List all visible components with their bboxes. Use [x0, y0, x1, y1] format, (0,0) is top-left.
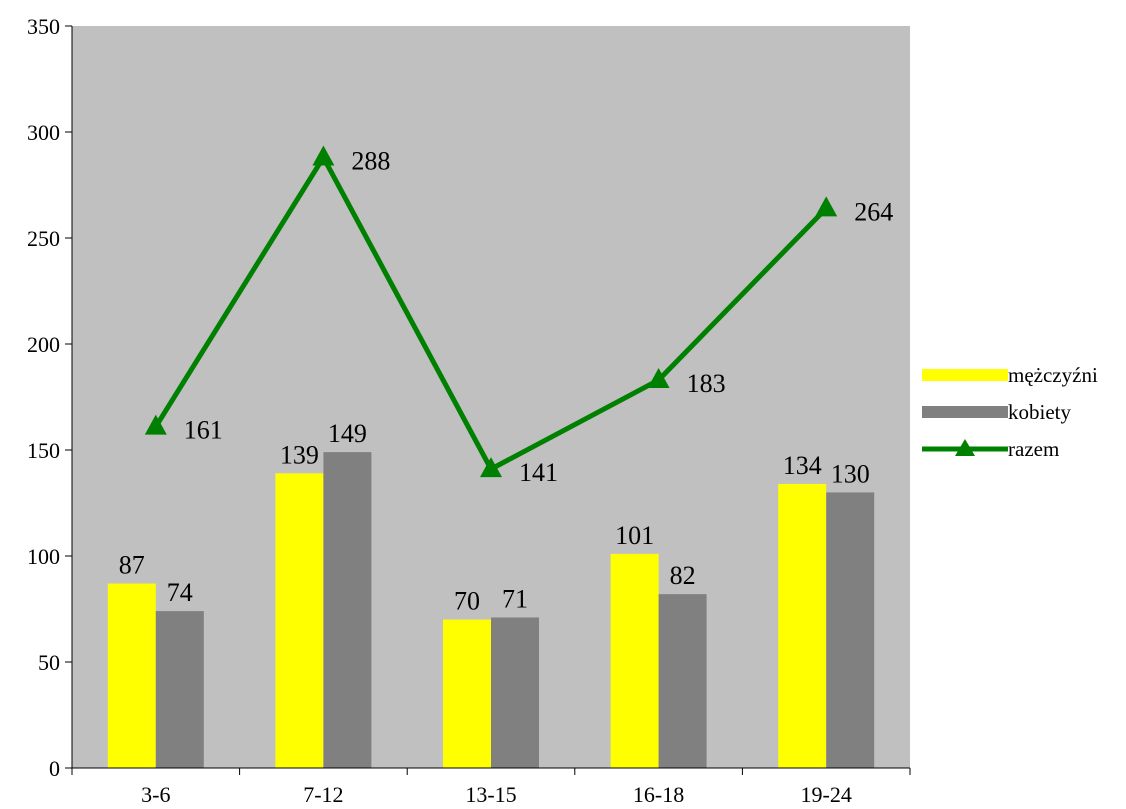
bar-value-label: 70	[454, 587, 480, 616]
bar-women-7-12	[323, 452, 372, 768]
total-value-label: 288	[351, 146, 390, 175]
bars	[107, 452, 875, 768]
bar-men-19-24	[778, 483, 827, 768]
legend-swatch-marker	[955, 439, 975, 456]
y-tick-label: 300	[27, 120, 60, 145]
total-marker-16-18	[647, 368, 670, 389]
legend-swatch-women	[922, 406, 1008, 418]
legend: mężczyźni kobiety razem	[922, 363, 1098, 461]
bar-women-3-6	[155, 611, 204, 768]
y-tick-label: 0	[49, 756, 60, 781]
data-labels: 87 74 139 149 70 71 101 82 134 130 161 288 141 183 264	[119, 146, 893, 615]
total-value-label: 141	[519, 458, 558, 487]
axes: 0 50 100 150 200 250 300 350 3-6 7-12 13-15 16-18 19…	[27, 14, 911, 807]
y-tick-label: 150	[27, 438, 60, 463]
bar-value-label: 74	[167, 578, 193, 607]
legend-label: mężczyźni	[1008, 363, 1098, 387]
total-marker-19-24	[815, 196, 838, 217]
total-value-label: 183	[687, 369, 726, 398]
bar-value-label: 82	[670, 561, 696, 590]
bar-women-16-18	[658, 594, 707, 768]
bar-value-label: 71	[502, 584, 528, 613]
legend-label: kobiety	[1008, 400, 1071, 424]
bar-value-label: 139	[280, 440, 319, 469]
bar-value-label: 130	[831, 459, 870, 488]
legend-label: razem	[1008, 437, 1059, 461]
bar-men-7-12	[275, 473, 324, 768]
total-value-label: 161	[184, 416, 223, 445]
total-marker-3-6	[144, 414, 167, 435]
x-tick-label: 16-18	[633, 782, 684, 807]
bar-women-19-24	[826, 492, 875, 768]
y-tick-label: 250	[27, 226, 60, 251]
total-value-label: 264	[854, 197, 893, 226]
y-tick-label: 50	[38, 650, 60, 675]
total-marker-7-12	[312, 145, 335, 166]
bar-men-3-6	[107, 583, 156, 768]
line-series	[144, 145, 838, 478]
y-tick-label: 200	[27, 332, 60, 357]
bar-value-label: 149	[328, 419, 367, 448]
bar-value-label: 87	[119, 551, 145, 580]
y-tick-label: 100	[27, 544, 60, 569]
total-marker-13-15	[480, 457, 502, 478]
bar-value-label: 101	[615, 521, 654, 550]
y-tick-label: 350	[27, 14, 60, 39]
x-tick-label: 19-24	[801, 782, 852, 807]
legend-swatch-men	[922, 369, 1008, 381]
bar-value-label: 134	[783, 451, 822, 480]
bar-men-13-15	[443, 619, 491, 768]
x-tick-label: 3-6	[141, 782, 170, 807]
x-tick-label: 13-15	[465, 782, 516, 807]
bar-women-13-15	[491, 617, 539, 768]
x-tick-label: 7-12	[303, 782, 343, 807]
bar-men-16-18	[610, 553, 659, 768]
